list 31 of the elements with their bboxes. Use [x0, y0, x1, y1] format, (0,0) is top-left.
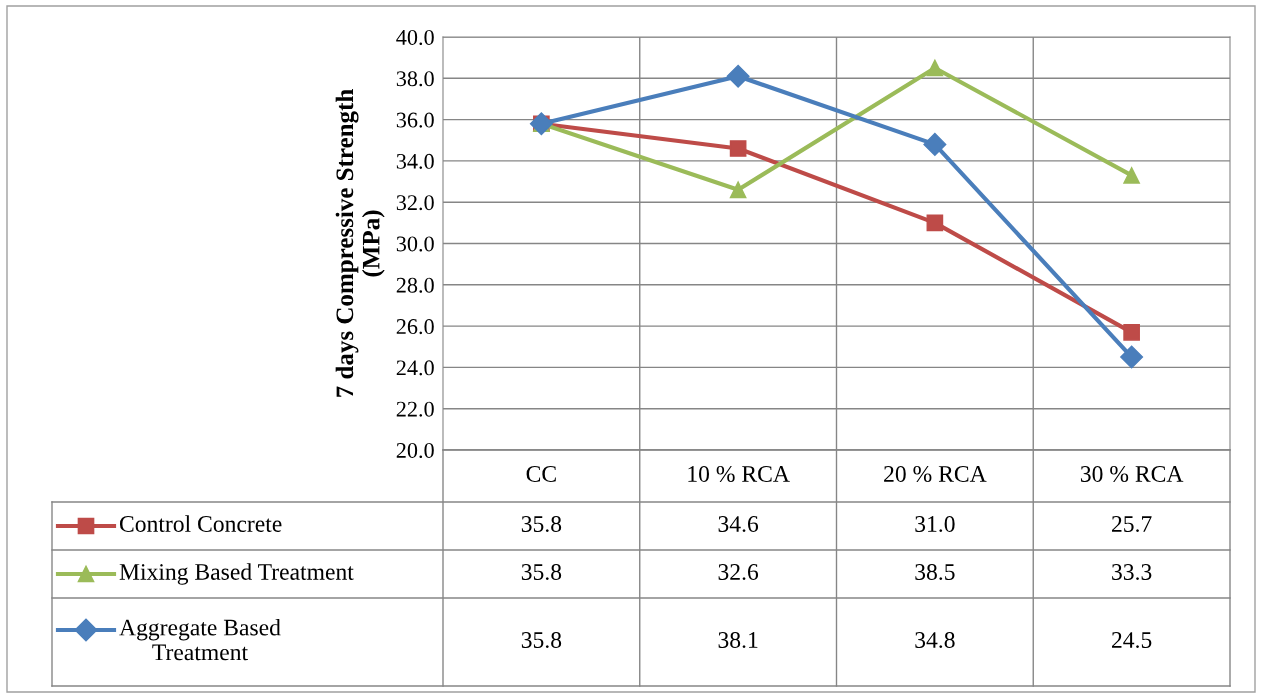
y-tick-label: 30.0: [396, 236, 434, 252]
y-tick-label: 34.0: [396, 153, 434, 169]
legend-label: Aggregate Based Treatment: [119, 618, 281, 661]
x-tick-label: CC: [526, 466, 556, 482]
y-tick-label: 22.0: [396, 401, 434, 417]
x-tick-label: 20 % RCA: [884, 465, 987, 482]
data-label: 35.8: [521, 515, 562, 533]
x-tick-label: 10 % RCA: [688, 465, 790, 482]
data-label: 38.5: [915, 563, 955, 581]
data-label: 31.0: [915, 515, 955, 533]
data-label: 34.6: [718, 516, 759, 533]
legend-label: Mixing Based Treatment: [119, 563, 354, 585]
y-axis-title: 7 days Compressive Strength (MPa): [335, 89, 385, 397]
data-label: 24.5: [1112, 632, 1152, 649]
y-tick-label: 28.0: [396, 277, 434, 293]
data-label: 38.1: [718, 631, 758, 649]
y-tick-label: 40.0: [396, 29, 434, 46]
data-label: 35.8: [521, 631, 562, 649]
data-label: 32.6: [718, 564, 759, 581]
y-tick-label: 32.0: [396, 195, 434, 211]
data-label: 33.3: [1112, 564, 1152, 581]
data-label: 34.8: [915, 631, 955, 649]
y-tick-label: 38.0: [396, 71, 434, 87]
y-tick-label: 24.0: [396, 360, 434, 376]
data-label: 35.8: [521, 563, 562, 581]
y-tick-label: 20.0: [396, 442, 434, 459]
x-tick-label: 30 % RCA: [1080, 465, 1184, 482]
data-label: 25.7: [1112, 516, 1152, 533]
y-tick-label: 36.0: [396, 112, 434, 128]
y-tick-label: 26.0: [396, 319, 434, 335]
legend-label: Control Concrete: [119, 515, 282, 532]
